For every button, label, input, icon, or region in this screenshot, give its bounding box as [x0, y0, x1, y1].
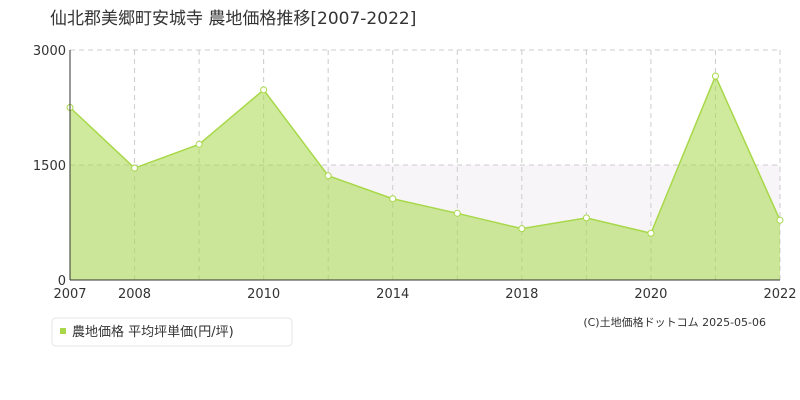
- y-tick-label: 3000: [33, 44, 66, 59]
- x-tick-label: 2014: [376, 287, 409, 302]
- x-tick-label: 2007: [53, 287, 86, 302]
- legend-box: [51, 317, 293, 347]
- x-tick-label: 2008: [118, 287, 151, 302]
- legend-swatch: [60, 328, 66, 334]
- line: [69, 74, 781, 235]
- x-tick-label: 2020: [634, 287, 667, 302]
- point: [453, 209, 461, 217]
- point: [324, 172, 332, 180]
- point: [582, 214, 590, 222]
- point: [776, 216, 784, 224]
- x-tick-label: 2018: [505, 287, 538, 302]
- x-tick-label: 2010: [247, 287, 280, 302]
- area: [70, 76, 780, 280]
- point: [711, 72, 719, 80]
- y-tick-label: 0: [58, 274, 66, 289]
- point: [518, 225, 526, 233]
- y-tick-label: 1500: [33, 159, 66, 174]
- point: [195, 140, 203, 148]
- point: [389, 195, 397, 203]
- point: [260, 86, 268, 94]
- point: [647, 229, 655, 237]
- copyright: (C)土地価格ドットコム 2025-05-06: [583, 315, 766, 329]
- x-tick-label: 2022: [763, 287, 796, 302]
- legend-label: 農地価格 平均坪単価(円/坪): [72, 324, 234, 340]
- chart-title: 仙北郡美郷町安城寺 農地価格推移[2007-2022]: [50, 9, 416, 29]
- point: [131, 164, 139, 172]
